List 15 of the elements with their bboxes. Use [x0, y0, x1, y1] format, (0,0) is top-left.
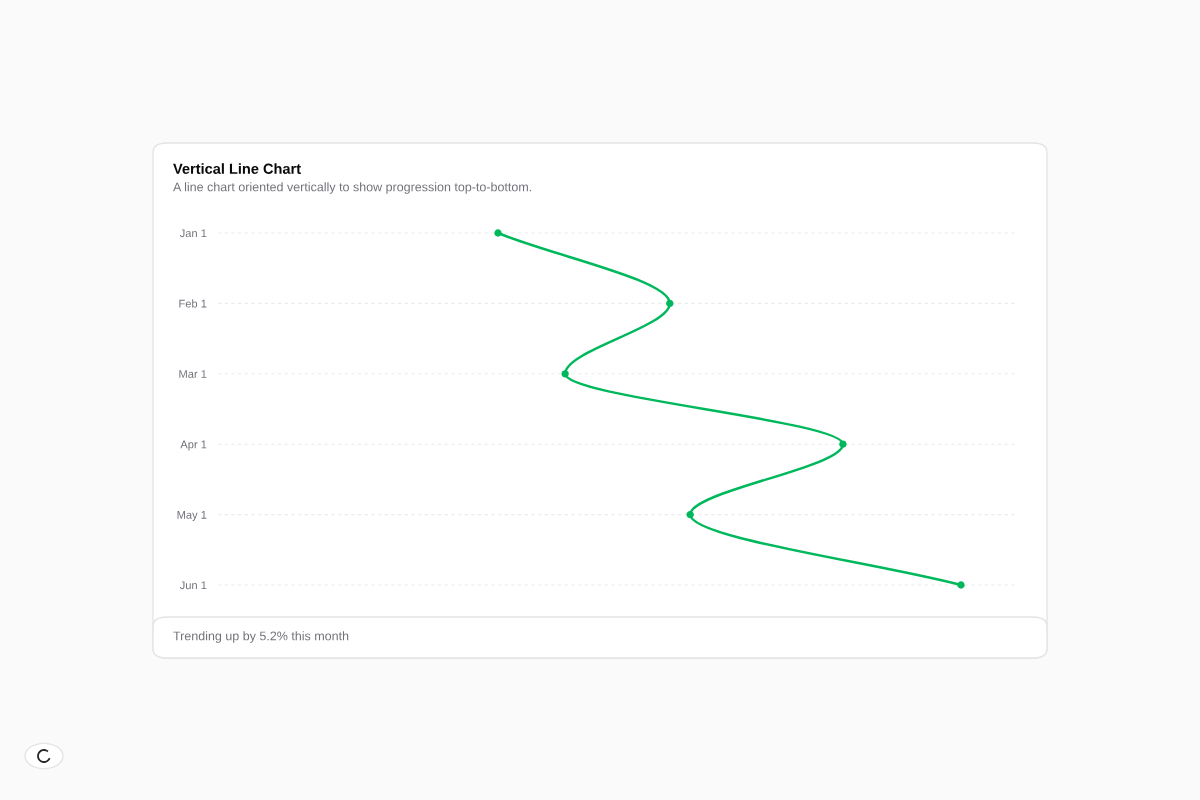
text: A line chart oriented vertically to show progression top-to-bottom.	[173, 182, 532, 194]
y-tick-label: Jun 1	[179, 581, 207, 590]
y-tick-label: Apr 1	[180, 440, 207, 451]
point	[839, 440, 847, 448]
point	[686, 510, 694, 519]
y-tick-label: May 1	[177, 510, 207, 521]
text: Vertical Line Chart	[173, 163, 301, 174]
point	[494, 229, 502, 237]
point	[957, 581, 965, 589]
text: Trending up by 5.2% this month	[173, 631, 349, 643]
y-tick-label: Jan 1	[179, 229, 207, 238]
point	[666, 299, 674, 308]
y-tick-label: Feb 1	[179, 299, 207, 308]
point	[561, 370, 569, 378]
y-tick-label: Mar 1	[179, 370, 207, 378]
